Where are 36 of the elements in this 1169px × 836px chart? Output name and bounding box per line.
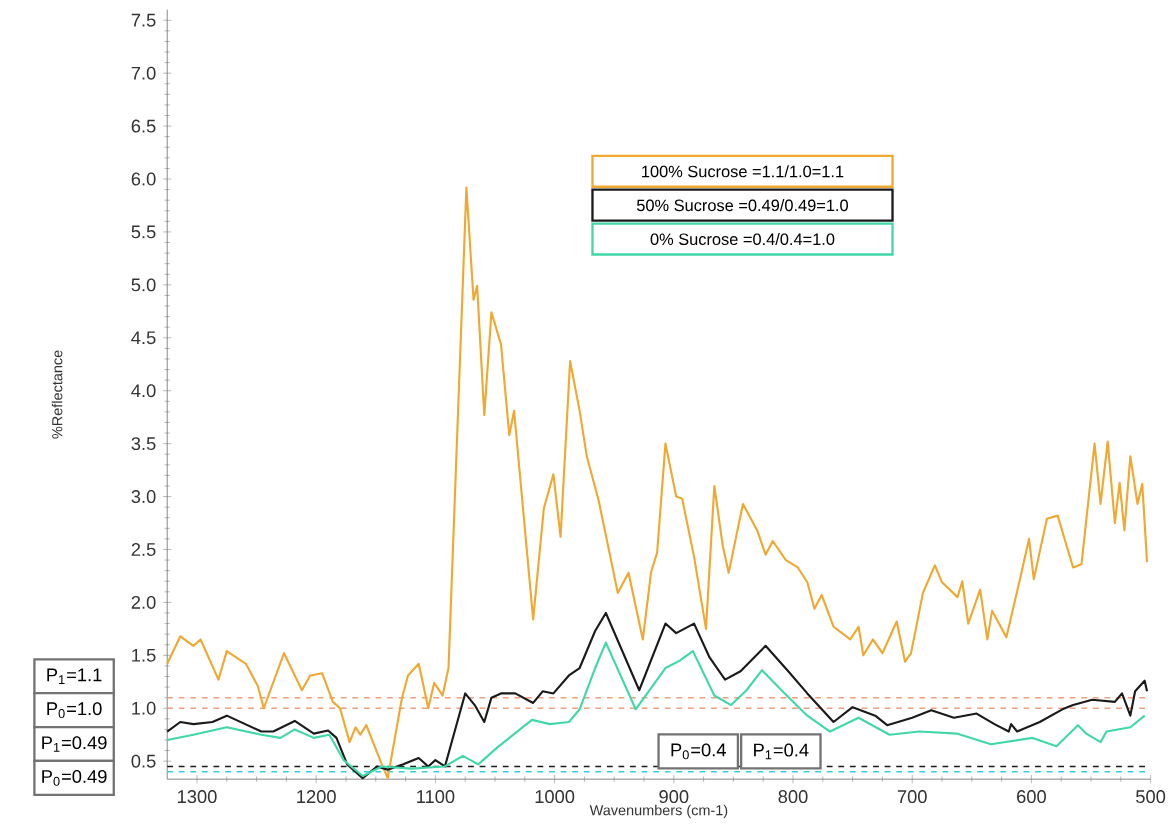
text: P$_{0}$=0.49 <box>42 769 107 786</box>
x-axis-title: Wavenumbers (cm-1) <box>589 804 728 819</box>
x-tick-label: 500 <box>1136 789 1166 803</box>
x-tick-label: 900 <box>659 789 689 803</box>
x-tick-label: 800 <box>778 789 808 803</box>
y-tick-label: 0.5 <box>131 754 156 768</box>
y-tick-label: 2.0 <box>131 595 156 609</box>
text: P$_{1}$=1.1 <box>47 668 102 684</box>
annotation: P$_{1}$=0.4 <box>754 743 809 760</box>
x-tick-label: 600 <box>1017 789 1046 803</box>
text: 50% Sucrose =0.49/0.49=1.0 <box>636 199 848 212</box>
annotation: P$_{0}$=0.4 <box>671 743 726 760</box>
y-tick-label: 1.5 <box>132 648 156 662</box>
y-tick-label: 3.0 <box>131 489 156 503</box>
y-tick-label: 6.5 <box>131 119 156 133</box>
y-tick-label: 5.5 <box>131 225 156 239</box>
y-tick-label: 4.5 <box>131 331 156 345</box>
x-tick-label: 1200 <box>297 789 336 803</box>
x-tick-label: 1100 <box>417 789 455 803</box>
y-tick-label: 1.0 <box>132 701 156 715</box>
text: 100% Sucrose =1.1/1.0=1.1 <box>642 165 844 178</box>
text: 0% Sucrose =0.4/0.4=1.0 <box>650 232 835 245</box>
x-tick-label: 1300 <box>178 789 217 803</box>
y-tick-label: 5.0 <box>131 278 156 292</box>
y-tick-label: 2.5 <box>131 542 156 556</box>
y-tick-label: 3.5 <box>131 437 156 450</box>
line-series <box>166 641 1146 777</box>
y-tick-label: 7.5 <box>131 13 156 27</box>
y-tick-label: 7.0 <box>131 66 156 80</box>
x-tick-label: 1000 <box>535 789 575 803</box>
text: P$_{1}$=0.49 <box>42 736 107 752</box>
y-tick-label: 4.0 <box>131 384 156 398</box>
y-axis-title: %Reflectance <box>51 350 63 439</box>
y-tick-label: 6.0 <box>131 172 156 186</box>
text: P$_{0}$=1.0 <box>47 702 102 718</box>
x-tick-label: 700 <box>897 789 927 803</box>
